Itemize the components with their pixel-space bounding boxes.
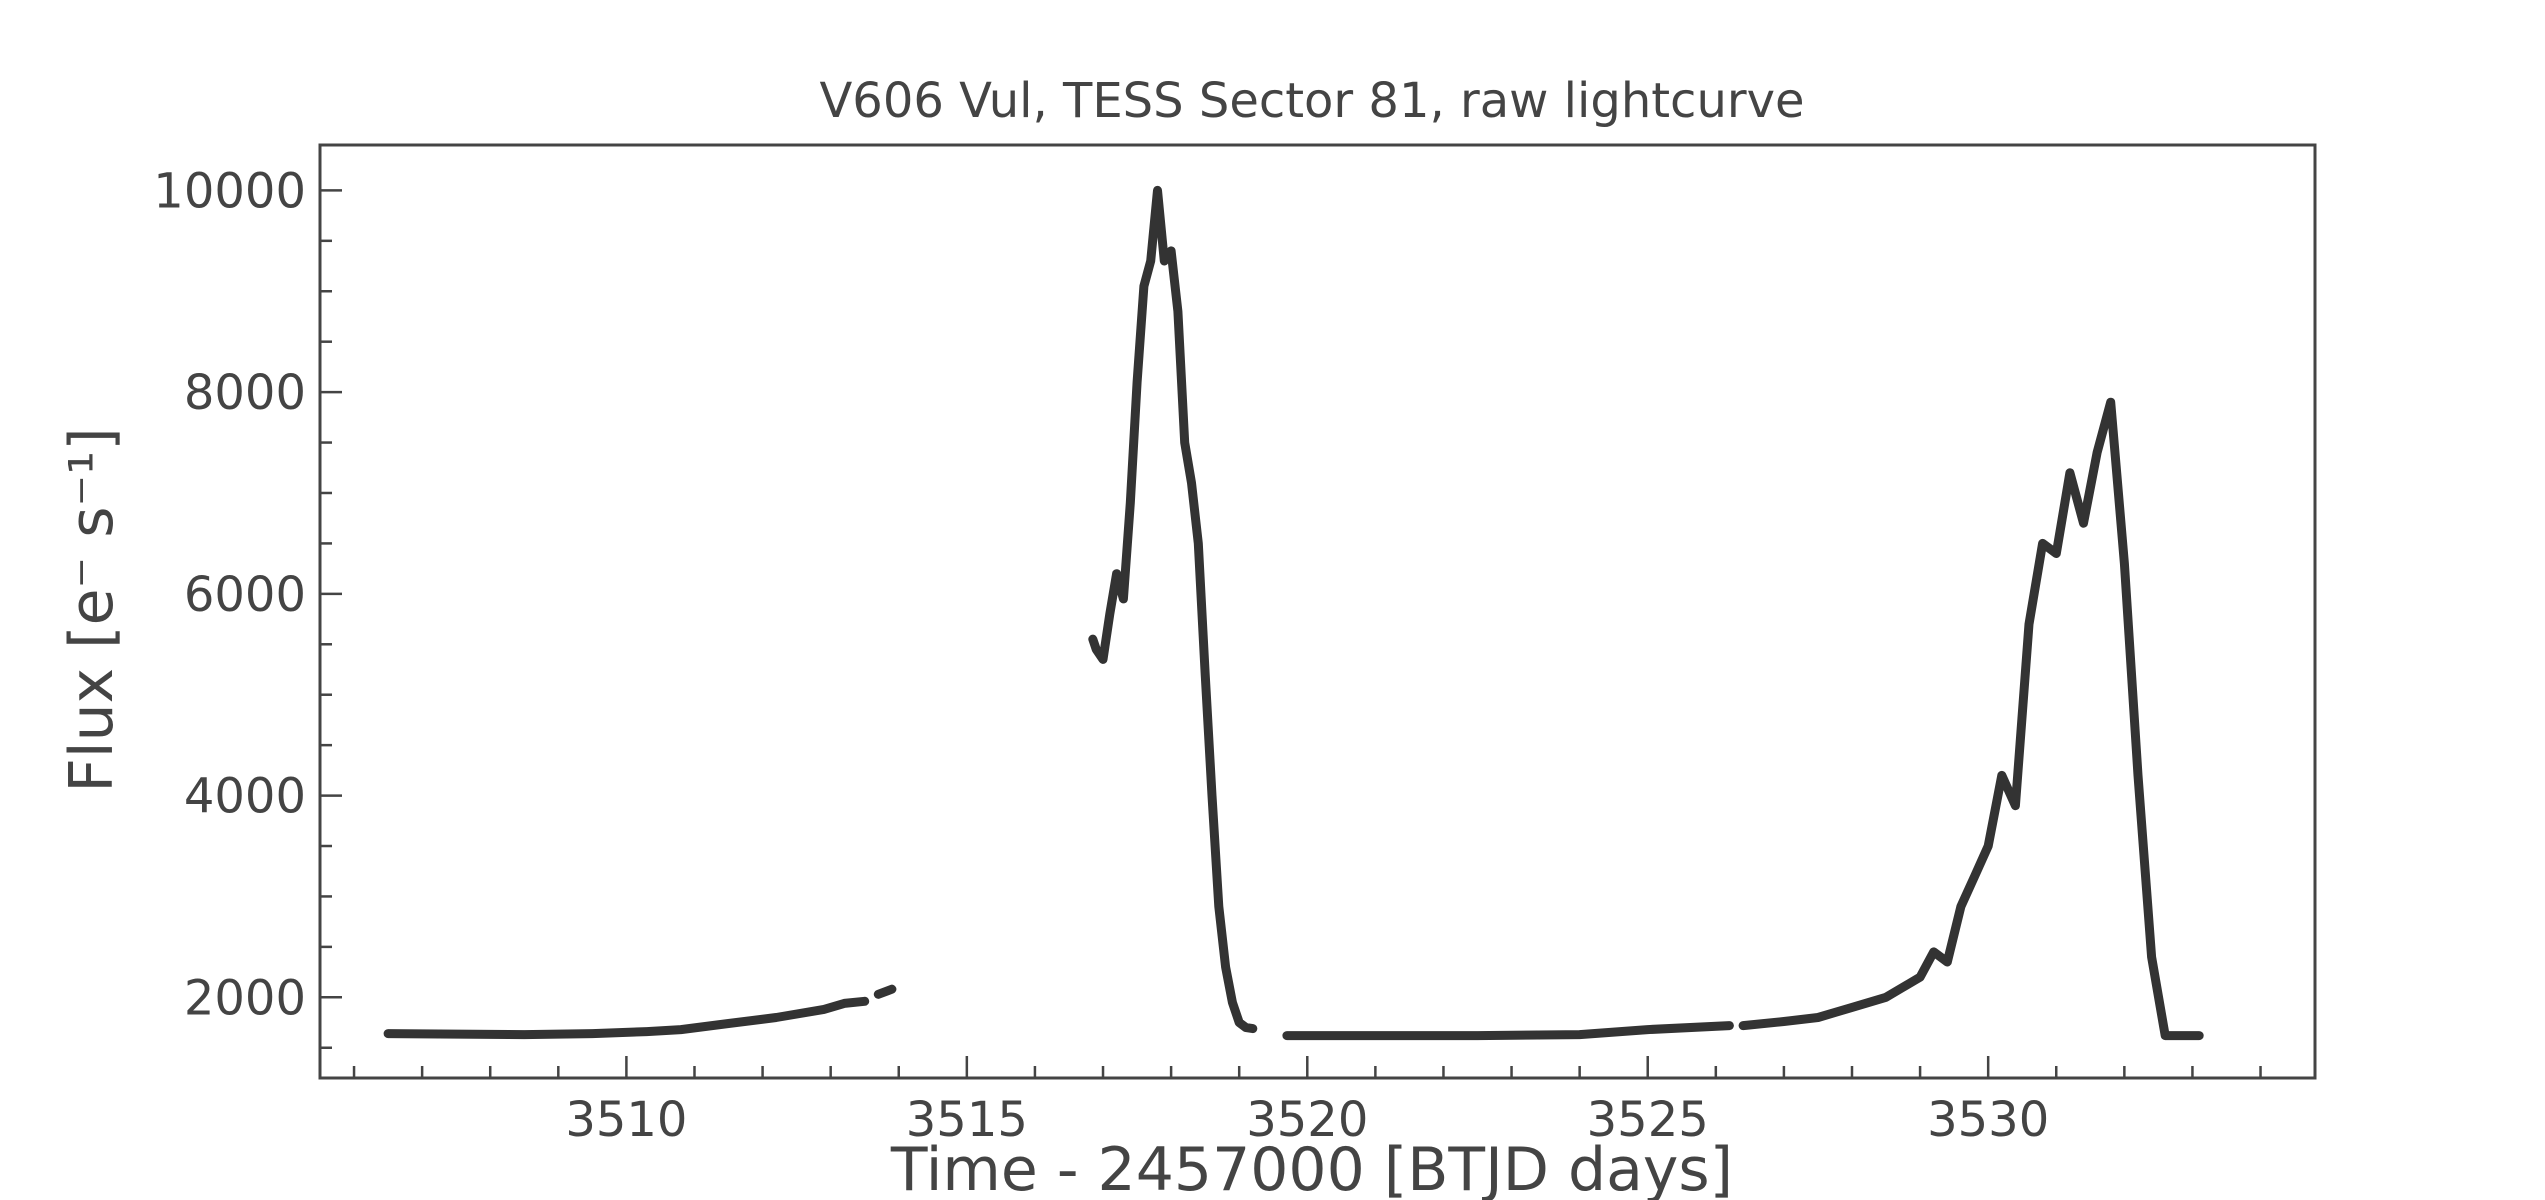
x-tick-label: 3530 bbox=[1927, 1092, 2049, 1148]
y-tick-label: 4000 bbox=[184, 769, 306, 825]
lightcurve-segment bbox=[383, 996, 870, 1040]
y-tick-label: 2000 bbox=[184, 970, 306, 1026]
y-tick-label: 10000 bbox=[153, 163, 306, 219]
lightcurve-segment bbox=[873, 984, 897, 999]
x-tick-label: 3525 bbox=[1587, 1092, 1709, 1148]
y-axis-ticks: 2000 4000 6000 8000 10000 bbox=[153, 163, 342, 1049]
lightcurve-segment bbox=[1088, 185, 1258, 1034]
x-axis-ticks: 3510 3515 3520 3525 3530 bbox=[352, 1056, 2262, 1148]
x-tick-label: 3510 bbox=[565, 1092, 687, 1148]
y-tick-label: 6000 bbox=[184, 567, 306, 623]
y-axis-label: Flux [e⁻ s⁻¹] bbox=[57, 427, 127, 792]
y-tick-label: 8000 bbox=[184, 365, 306, 421]
chart-title: V606 Vul, TESS Sector 81, raw lightcurve bbox=[819, 73, 1804, 129]
lightcurve-segment bbox=[1738, 397, 2204, 1041]
x-tick-label: 3520 bbox=[1246, 1092, 1368, 1148]
lightcurve-segment bbox=[1282, 1021, 1734, 1041]
plot-area bbox=[383, 185, 2204, 1041]
x-tick-label: 3515 bbox=[906, 1092, 1028, 1148]
plot-frame bbox=[318, 143, 2317, 1080]
x-axis-label: Time - 2457000 [BTJD days] bbox=[890, 1135, 1733, 1200]
